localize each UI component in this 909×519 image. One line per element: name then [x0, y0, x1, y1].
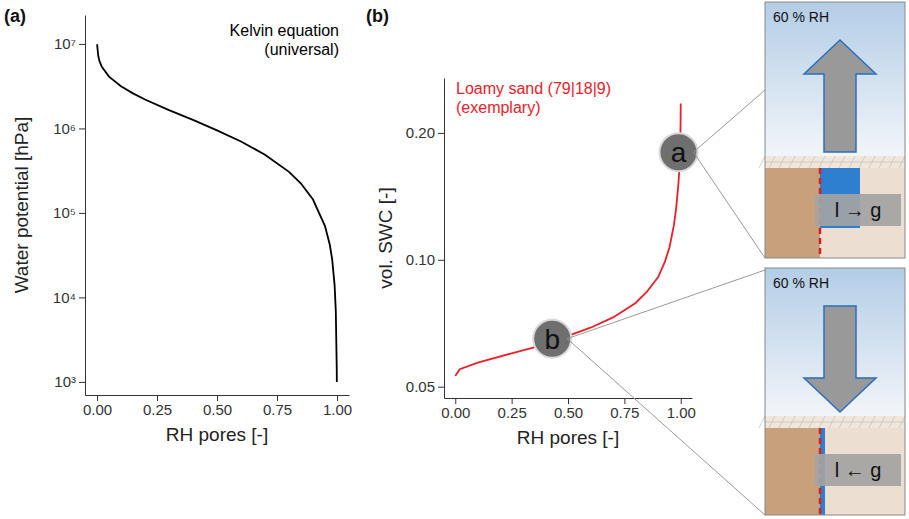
connector-line — [693, 90, 765, 152]
rh-label: 60 % RH — [773, 275, 829, 291]
tick: 0.10 — [406, 251, 444, 268]
flux-label: l → g — [835, 199, 882, 221]
flux-label: l ← g — [835, 459, 882, 481]
annotations: Kelvin equation (universal) — [230, 22, 339, 58]
callout-label: b — [544, 324, 560, 355]
tick-mark — [79, 44, 85, 45]
sky — [765, 268, 905, 416]
tick-label: 1.00 — [667, 404, 696, 421]
connector-line — [567, 339, 765, 515]
panel-letter: (b) — [366, 6, 389, 26]
inset: 60 % RH l ← g — [567, 268, 905, 515]
connector-line — [693, 152, 765, 258]
tick: 0.00 — [83, 395, 112, 418]
ground-grid — [759, 416, 765, 428]
tick-mark — [79, 297, 85, 298]
tick-label: 0.05 — [406, 378, 435, 395]
tick: 0.75 — [263, 395, 292, 418]
annotation-text: Kelvin equation — [230, 22, 339, 39]
tick-mark — [79, 213, 85, 214]
tick-label: 10⁶ — [53, 120, 76, 137]
tick-label: 0.25 — [498, 404, 527, 421]
tick: 10³ — [54, 373, 85, 390]
inset: 60 % RH l → g — [693, 2, 905, 258]
tick: 0.00 — [441, 398, 470, 421]
tick-label: 0.75 — [610, 404, 639, 421]
tick: 10⁶ — [53, 120, 85, 137]
tick-label: 0.25 — [143, 401, 172, 418]
callout-label: a — [671, 137, 687, 168]
tick-label: 0.00 — [441, 404, 470, 421]
tick: 0.50 — [203, 395, 232, 418]
ground-grid — [759, 156, 765, 168]
tick-label: 1.00 — [323, 401, 352, 418]
ground-surface — [765, 416, 905, 428]
tick: 0.25 — [143, 395, 172, 418]
panel-letter: (a) — [4, 6, 26, 26]
data-line — [455, 103, 680, 376]
x-axis-title: RH pores [-] — [166, 424, 268, 445]
annotations: Loamy sand (79|18|9) (exemplary) a b — [456, 80, 697, 358]
tick-mark — [79, 128, 85, 129]
soil-solid — [765, 428, 820, 515]
tick-mark — [438, 260, 444, 261]
plot-marks — [455, 103, 680, 376]
inset-frame — [765, 2, 905, 258]
axis-line — [85, 16, 86, 396]
inset-frame — [765, 268, 905, 515]
tick-mark — [438, 387, 444, 388]
tick: 10⁷ — [54, 35, 85, 52]
plot-marks — [97, 44, 337, 382]
tick-mark — [79, 382, 85, 383]
x-axis: 0.00 0.25 0.50 0.75 1.00 — [83, 395, 352, 418]
tick-label: 10⁷ — [54, 35, 76, 52]
flux-arrow — [804, 306, 876, 412]
tick: 0.25 — [498, 398, 527, 421]
ground-surface — [765, 156, 905, 168]
connector-line — [567, 270, 765, 339]
x-axis-title: RH pores [-] — [517, 427, 619, 448]
data-line — [97, 44, 337, 382]
y-axis: 0.05 0.10 0.20 — [406, 79, 445, 399]
axis-line — [444, 79, 445, 399]
soil-solid — [765, 168, 820, 258]
callout-circle — [533, 320, 571, 358]
annotation-text: (exemplary) — [456, 99, 540, 116]
tick: 0.50 — [554, 398, 583, 421]
y-axis: 10³ 10⁴ 10⁵ 10⁶ 10⁷ — [53, 16, 86, 396]
sky — [765, 2, 905, 156]
tick: 0.05 — [406, 378, 444, 395]
tick-label: 10³ — [54, 373, 76, 390]
ground-grid — [765, 162, 905, 163]
chart-panel: 0.00 0.25 0.50 0.75 1.00 10³ 10⁴ 10⁵ 10⁶ 10⁷ RH po… — [4, 6, 352, 445]
tick-label: 0.00 — [83, 401, 112, 418]
callout-circle — [659, 133, 697, 171]
tick-label: 0.50 — [554, 404, 583, 421]
ground-grid — [765, 422, 905, 423]
tick: 1.00 — [323, 395, 352, 418]
tick-label: 10⁵ — [53, 204, 76, 221]
flux-arrow — [804, 40, 876, 152]
flux-label-box — [815, 454, 901, 486]
tick-label: 0.20 — [406, 124, 435, 141]
rh-label: 60 % RH — [773, 9, 829, 25]
tick-label: 0.50 — [203, 401, 232, 418]
tick: 10⁴ — [53, 289, 85, 306]
y-axis-title: Water potential [hPa] — [11, 117, 32, 294]
tick: 0.20 — [406, 124, 444, 141]
y-axis-title: vol. SWC [-] — [375, 187, 396, 288]
tick: 10⁵ — [53, 204, 85, 221]
tick-label: 0.10 — [406, 251, 435, 268]
annotation-text: Loamy sand (79|18|9) — [456, 80, 611, 97]
tick-label: 10⁴ — [53, 289, 76, 306]
tick: 0.75 — [610, 398, 639, 421]
tick: 1.00 — [667, 398, 696, 421]
flux-label-box — [815, 194, 901, 226]
figure: 0.00 0.25 0.50 0.75 1.00 10³ 10⁴ 10⁵ 10⁶ 10⁷ RH po… — [0, 0, 909, 519]
x-axis: 0.00 0.25 0.50 0.75 1.00 — [441, 398, 696, 421]
tick-label: 0.75 — [263, 401, 292, 418]
chart-panel: 0.00 0.25 0.50 0.75 1.00 0.05 0.10 0.20 RH pores… — [366, 6, 697, 448]
tick-mark — [438, 133, 444, 134]
annotation-text: (universal) — [264, 41, 339, 58]
